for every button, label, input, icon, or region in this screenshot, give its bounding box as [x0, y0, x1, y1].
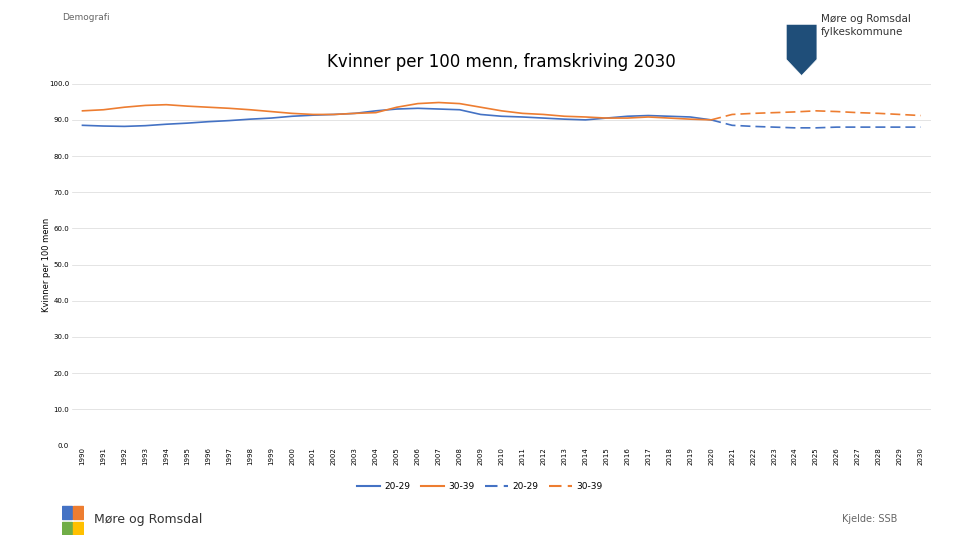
Bar [62, 522, 72, 535]
Text: Møre og Romsdal: Møre og Romsdal [94, 513, 203, 526]
Legend: 20-29, 30-39, 20-29, 30-39: 20-29, 30-39, 20-29, 30-39 [353, 479, 607, 495]
Bar [62, 506, 72, 519]
Bar [74, 522, 83, 535]
Text: Kjelde: SSB: Kjelde: SSB [842, 515, 898, 524]
Text: Møre og Romsdal
fylkeskommune: Møre og Romsdal fylkeskommune [821, 14, 911, 37]
Y-axis label: Kvinner per 100 menn: Kvinner per 100 menn [41, 218, 51, 312]
Text: Demografi: Demografi [62, 14, 110, 23]
Title: Kvinner per 100 menn, framskriving 2030: Kvinner per 100 menn, framskriving 2030 [327, 53, 676, 71]
Bar [74, 506, 83, 519]
Polygon shape [786, 24, 817, 76]
